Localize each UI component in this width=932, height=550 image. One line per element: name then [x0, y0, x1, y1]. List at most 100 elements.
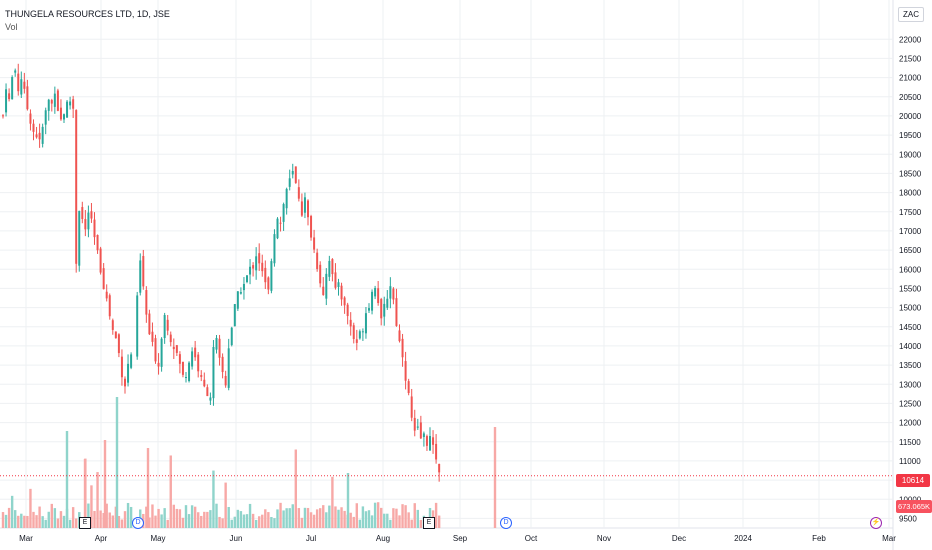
volume-bar — [358, 519, 362, 528]
volume-bar — [218, 516, 221, 528]
x-tick-label: Aug — [376, 534, 390, 543]
volume-bar — [146, 448, 150, 528]
candle-body — [160, 338, 163, 367]
candle-body — [188, 362, 191, 382]
y-tick-label: 13500 — [899, 361, 922, 370]
candle-body — [279, 222, 282, 224]
volume-bar — [401, 504, 404, 528]
candle-body — [358, 331, 361, 339]
candle-body — [380, 299, 383, 319]
x-tick-label: Sep — [453, 534, 468, 543]
candle-body — [114, 331, 117, 339]
volume-bar — [389, 519, 392, 528]
candle-body — [285, 188, 288, 209]
candle-body — [163, 315, 166, 339]
volume-bar — [145, 506, 148, 528]
volume-bar — [172, 504, 175, 528]
candle-body — [124, 378, 126, 387]
y-tick-label: 22000 — [899, 35, 922, 44]
volume-bar — [300, 517, 304, 528]
x-tick-label: Jul — [306, 534, 316, 543]
volume-bar — [288, 508, 291, 528]
volume-bar — [282, 510, 285, 528]
volume-bar — [105, 503, 108, 528]
candle-body — [178, 354, 181, 364]
volume-bar — [297, 508, 301, 528]
volume-bar — [10, 495, 14, 528]
volume-bar — [370, 515, 374, 528]
candle-body — [172, 346, 175, 350]
chart-legend: THUNGELA RESOURCES LTD, 1D, JSE Vol — [5, 8, 170, 34]
volume-bar — [102, 512, 105, 528]
candle-body — [404, 361, 407, 381]
volume-bar — [62, 515, 66, 528]
candle-body — [419, 422, 422, 439]
volume-bar — [190, 505, 194, 528]
candle-body — [212, 347, 215, 399]
candle-body — [264, 267, 267, 283]
candle-body — [249, 266, 252, 275]
y-tick-label: 19000 — [899, 150, 922, 159]
volume-bar — [181, 517, 185, 528]
candle-body — [166, 319, 169, 331]
volume-bar — [206, 511, 209, 528]
candle-body — [407, 381, 410, 394]
volume-bar — [355, 503, 358, 528]
candle-body — [425, 436, 428, 446]
volume-bar — [331, 476, 334, 528]
candle-body — [273, 234, 276, 264]
volume-bar — [203, 511, 206, 528]
candle-body — [215, 337, 218, 350]
candle-body — [368, 308, 370, 311]
candle-body — [53, 93, 56, 107]
earnings-event-icon[interactable]: E — [79, 517, 91, 529]
volume-bar — [328, 505, 331, 528]
dividend-event-icon[interactable]: D — [500, 517, 512, 529]
candle-body — [334, 272, 337, 288]
volume-bar — [285, 508, 288, 528]
volume-bar — [392, 508, 395, 528]
candle-body — [246, 275, 248, 283]
candle-body — [395, 298, 398, 326]
candle-body — [8, 93, 11, 100]
volume-bar — [386, 513, 389, 528]
volume-bar — [364, 511, 368, 528]
volume-bar — [493, 427, 497, 528]
volume-bar — [215, 503, 218, 528]
candle-body — [435, 443, 438, 460]
candle-body — [127, 363, 130, 383]
candle-body — [93, 219, 96, 238]
volume-bar — [209, 510, 212, 528]
volume-bar — [319, 508, 322, 528]
candle-body — [111, 320, 114, 330]
volume-bar — [352, 516, 355, 528]
volume-bar — [261, 514, 264, 528]
volume-bar — [239, 511, 243, 528]
candle-body — [392, 288, 395, 300]
candle-body — [185, 376, 187, 378]
volume-bar — [56, 518, 60, 528]
volume-bar — [380, 507, 383, 528]
volume-bar — [99, 510, 102, 528]
candle-body — [96, 234, 99, 251]
volume-bar — [175, 508, 179, 528]
candle-body — [276, 218, 279, 239]
candle-body — [343, 297, 346, 306]
y-tick-label: 17000 — [899, 227, 922, 236]
volume-bar — [309, 512, 313, 528]
y-tick-label: 11500 — [899, 438, 921, 447]
candle-body — [203, 379, 206, 387]
dividend-event-icon[interactable]: D — [132, 517, 144, 529]
y-tick-label: 13000 — [899, 380, 922, 389]
earnings-event-icon[interactable]: E — [423, 517, 435, 529]
volume-bar — [224, 482, 227, 528]
last-volume-label: 673.065K — [896, 500, 932, 513]
candle-body — [197, 354, 200, 372]
volume-bar — [383, 513, 386, 528]
candle-body — [267, 277, 270, 290]
volume-bar — [419, 519, 423, 528]
currency-badge[interactable]: ZAC — [898, 7, 924, 22]
volume-bar — [242, 514, 246, 528]
split-event-icon[interactable]: ⚡ — [870, 517, 882, 529]
